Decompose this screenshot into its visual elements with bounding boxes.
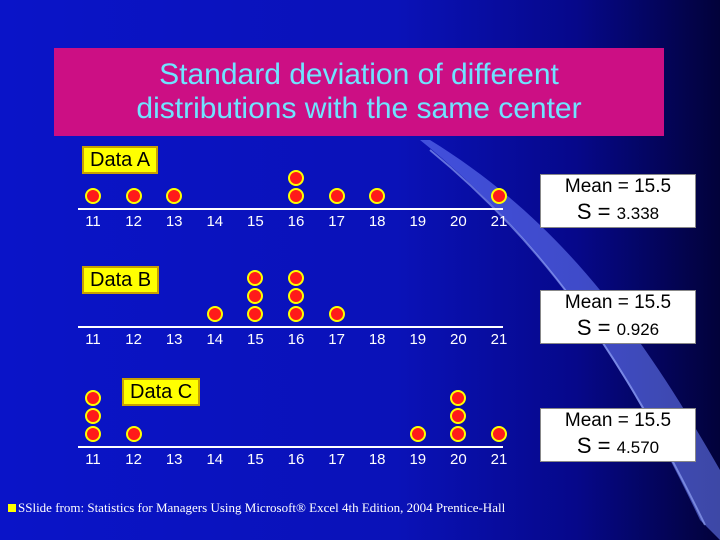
mean-text: Mean = 15.5 [564, 410, 672, 431]
std-dev-line: S = 4.570 [541, 433, 695, 461]
data-point [247, 288, 264, 304]
tick-label: 21 [490, 451, 508, 468]
tick-label: 17 [328, 331, 345, 348]
data-point [288, 188, 304, 204]
tick-label: 17 [328, 213, 345, 230]
tick-label: 16 [287, 213, 305, 230]
data-point [166, 188, 183, 204]
tick-label: 18 [368, 331, 386, 348]
tick-label: 18 [368, 451, 386, 468]
tick-label: 12 [125, 331, 142, 348]
data-point [247, 270, 264, 286]
bullet-icon [8, 504, 16, 512]
tick-label: 13 [165, 451, 183, 468]
data-point [247, 306, 264, 322]
axis-line [78, 208, 503, 210]
tick-label: 16 [287, 331, 305, 348]
std-dev-label: S = [576, 199, 617, 224]
tick-label: 11 [85, 451, 101, 468]
slide-title: Standard deviation of different distribu… [136, 58, 582, 125]
tick-label: 21 [490, 213, 508, 230]
data-point [491, 426, 507, 442]
data-point [206, 306, 223, 322]
std-dev-value: 4.570 [616, 438, 660, 457]
data-point [369, 188, 386, 204]
std-dev-value: 3.338 [616, 204, 660, 223]
tick-label: 19 [409, 331, 427, 348]
tick-label: 12 [125, 213, 142, 230]
tick-label: 16 [287, 451, 305, 468]
data-point [85, 408, 101, 424]
footer-text: SSlide from: Statistics for Managers Usi… [18, 500, 506, 515]
axis-line [78, 326, 503, 328]
tick-label: 20 [450, 451, 467, 468]
data-point [125, 426, 142, 442]
tick-label: 14 [206, 331, 224, 348]
data-point [85, 426, 101, 442]
data-point [409, 426, 426, 442]
data-point [288, 288, 304, 304]
tick-label: 11 [85, 213, 101, 230]
axis-line [78, 446, 503, 448]
tick-label: 12 [125, 451, 142, 468]
tick-label: 20 [450, 213, 467, 230]
data-point [450, 408, 467, 424]
dataset-label: Data B [82, 266, 160, 294]
tick-label: 18 [368, 213, 386, 230]
title-banner: Standard deviation of different distribu… [54, 48, 664, 136]
std-dev-line: S = 3.338 [541, 199, 695, 227]
tick-label: 14 [206, 451, 224, 468]
tick-label: 15 [247, 213, 264, 230]
tick-label: 15 [247, 331, 264, 348]
tick-label: 14 [206, 213, 224, 230]
mean-text: Mean = 15.5 [564, 292, 672, 313]
std-dev-label: S = [576, 315, 617, 340]
tick-label: 17 [328, 451, 345, 468]
stats-box: Mean = 15.5 S = 4.570 [540, 408, 696, 462]
dataset-label: Data A [82, 146, 159, 174]
data-point [288, 306, 304, 322]
stats-box: Mean = 15.5 S = 3.338 [540, 174, 696, 228]
std-dev-value: 0.926 [616, 320, 660, 339]
data-point [85, 390, 101, 406]
std-dev-label: S = [576, 433, 617, 458]
data-point [450, 426, 467, 442]
tick-label: 19 [409, 451, 427, 468]
data-point [328, 306, 345, 322]
std-dev-line: S = 0.926 [541, 315, 695, 343]
footer-citation: SSlide from: Statistics for Managers Usi… [8, 500, 505, 516]
data-point [85, 188, 101, 204]
data-point [491, 188, 507, 204]
tick-label: 11 [85, 331, 101, 348]
dataset-label: Data C [122, 378, 201, 406]
tick-label: 19 [409, 213, 427, 230]
data-point [288, 270, 304, 286]
data-point [328, 188, 345, 204]
data-point [450, 390, 467, 406]
data-point [288, 170, 304, 186]
stats-box: Mean = 15.5 S = 0.926 [540, 290, 696, 344]
tick-label: 21 [490, 331, 508, 348]
data-point [125, 188, 142, 204]
tick-label: 13 [165, 213, 183, 230]
tick-label: 15 [247, 451, 264, 468]
mean-text: Mean = 15.5 [564, 176, 672, 197]
tick-label: 13 [165, 331, 183, 348]
tick-label: 20 [450, 331, 467, 348]
